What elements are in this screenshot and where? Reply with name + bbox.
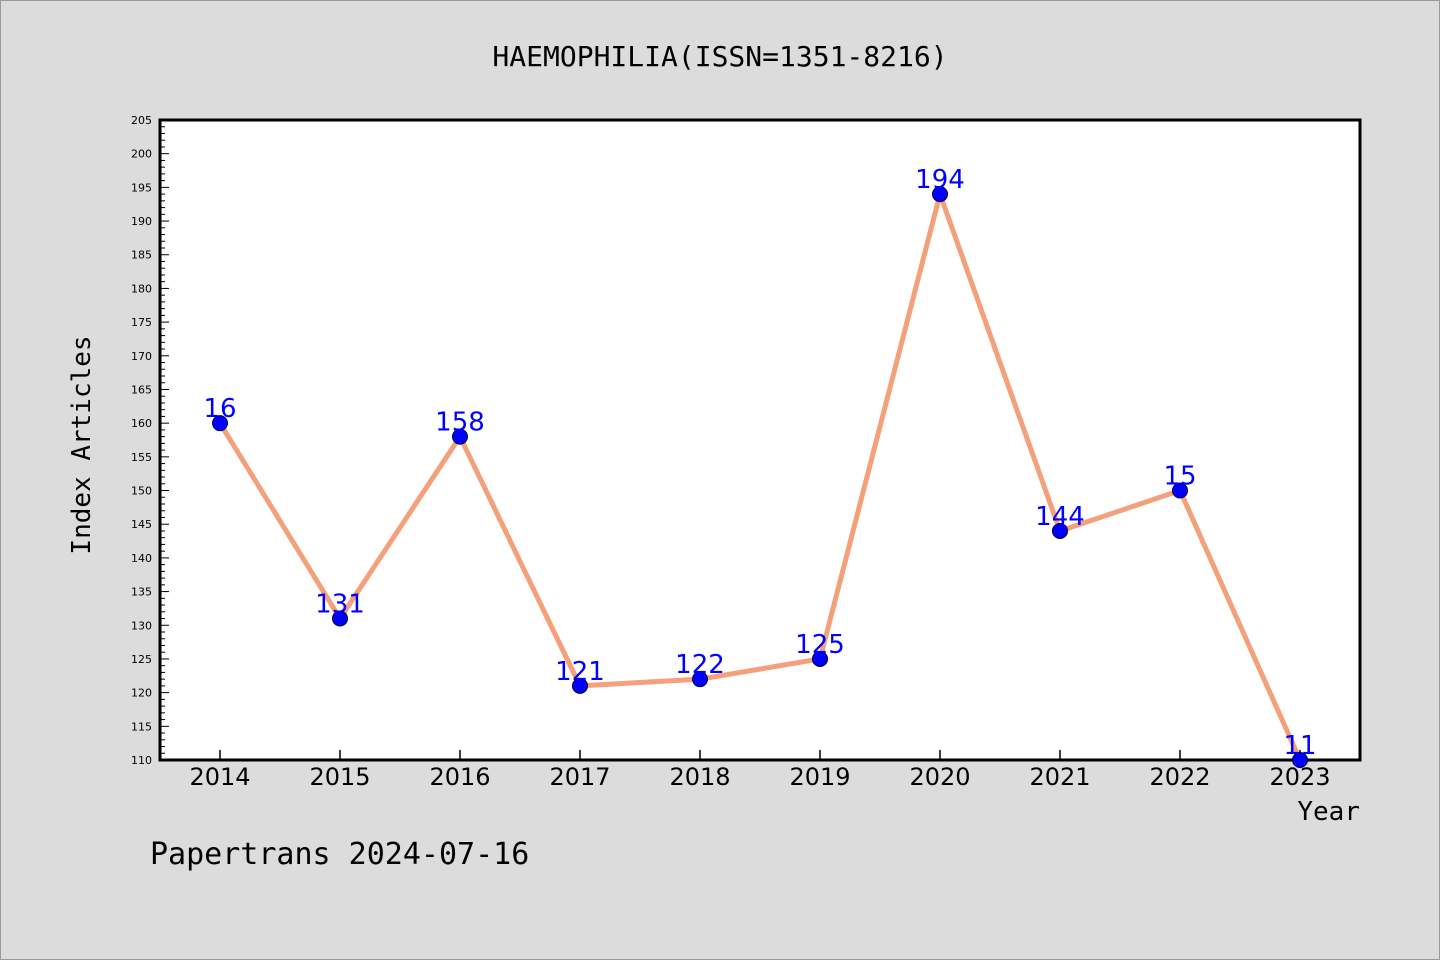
y-tick-label: 120 (131, 687, 152, 700)
x-tick-label: 2015 (309, 763, 370, 791)
data-point (1172, 482, 1188, 499)
data-point (572, 677, 588, 694)
data-point (692, 671, 708, 688)
y-tick-label: 115 (131, 720, 152, 733)
y-tick-label: 165 (131, 383, 152, 396)
data-point (812, 650, 828, 667)
x-tick-label: 2021 (1029, 763, 1090, 791)
y-tick-label: 125 (131, 653, 152, 666)
data-point (1292, 752, 1308, 768)
data-label: 11 (1283, 731, 1316, 761)
footer-text: Papertrans 2024-07-16 (150, 837, 529, 872)
y-tick-label: 195 (131, 181, 152, 194)
data-label: 158 (435, 408, 485, 438)
x-axis-ticks: 2014 2015 2016 2017 2018 2019 2020 2021 2022 2023 (189, 750, 1331, 791)
data-point (452, 428, 468, 445)
y-tick-label: 170 (131, 350, 152, 363)
x-tick-label: 2014 (189, 763, 250, 791)
series-line (217, 191, 1303, 762)
x-tick-label: 2022 (1149, 763, 1210, 791)
x-tick-label: 2019 (789, 763, 850, 791)
data-label: 125 (795, 630, 845, 660)
data-label: 121 (555, 657, 605, 687)
y-tick-label: 140 (131, 552, 152, 565)
data-point (332, 610, 348, 627)
y-tick-label: 150 (131, 485, 152, 498)
data-points (212, 186, 1308, 768)
y-tick-label: 190 (131, 215, 152, 228)
x-tick-label: 2020 (909, 763, 970, 791)
data-label: 194 (915, 165, 965, 195)
y-tick-label: 185 (131, 249, 152, 262)
x-axis-title: Year (1297, 797, 1360, 827)
chart-title: HAEMOPHILIA(ISSN=1351-8216) (492, 40, 947, 73)
data-point (1052, 522, 1068, 539)
y-tick-label: 175 (131, 316, 152, 329)
data-label: 144 (1035, 502, 1085, 532)
data-label: 122 (675, 650, 725, 680)
x-tick-label: 2016 (429, 763, 490, 791)
y-tick-label: 135 (131, 586, 152, 599)
y-tick-label: 145 (131, 518, 152, 531)
y-axis-ticks: 110 115 120 125 130 135 140 145 150 155 160 165 170 1… (131, 114, 169, 767)
x-tick-label: 2017 (549, 763, 610, 791)
data-point (932, 186, 948, 203)
y-tick-label: 200 (131, 148, 152, 161)
data-label: 16 (203, 394, 236, 424)
data-point (212, 415, 228, 432)
y-tick-label: 180 (131, 282, 152, 295)
y-tick-label: 155 (131, 451, 152, 464)
y-axis-title: Index Articles (67, 335, 97, 554)
y-tick-label: 130 (131, 619, 152, 632)
data-label: 15 (1163, 462, 1196, 492)
data-labels: 16 131 158 121 122 125 194 144 15 11 (203, 165, 1316, 761)
x-tick-label: 2018 (669, 763, 730, 791)
y-tick-label: 160 (131, 417, 152, 430)
plot-area (158, 118, 1362, 762)
data-label: 131 (315, 590, 365, 620)
y-tick-label: 205 (131, 114, 152, 127)
y-tick-label: 110 (131, 754, 152, 767)
